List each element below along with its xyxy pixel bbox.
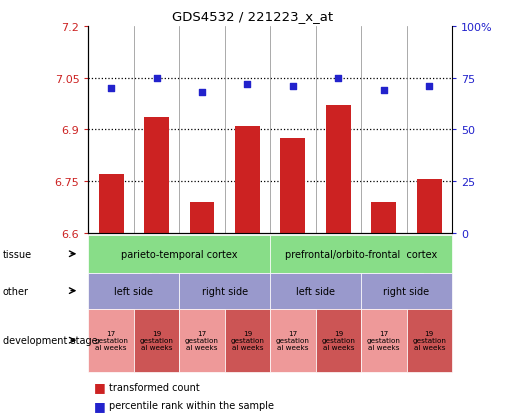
Bar: [189, 202, 215, 233]
Text: left side: left side: [114, 286, 154, 296]
Bar: [88, 27, 134, 233]
Bar: [98, 175, 124, 233]
Bar: [280, 139, 306, 233]
Bar: [134, 27, 179, 233]
Text: right side: right side: [201, 286, 248, 296]
Bar: [316, 27, 361, 233]
Bar: [179, 27, 225, 233]
Text: ■: ■: [93, 381, 105, 394]
Point: [289, 83, 297, 90]
Text: parieto-temporal cortex: parieto-temporal cortex: [121, 249, 237, 259]
Text: 17
gestation
al weeks: 17 gestation al weeks: [367, 330, 401, 350]
Text: 17
gestation
al weeks: 17 gestation al weeks: [185, 330, 219, 350]
Point: [334, 75, 342, 82]
Text: 17
gestation
al weeks: 17 gestation al weeks: [94, 330, 128, 350]
Text: left side: left side: [296, 286, 335, 296]
Bar: [417, 180, 442, 233]
Bar: [235, 127, 260, 233]
Bar: [326, 106, 351, 233]
Point: [380, 88, 388, 94]
Text: development stage: development stage: [3, 335, 97, 345]
Text: tissue: tissue: [3, 249, 32, 259]
Bar: [225, 27, 270, 233]
Text: GDS4532 / 221223_x_at: GDS4532 / 221223_x_at: [172, 10, 333, 23]
Bar: [361, 27, 407, 233]
Text: 19
gestation
al weeks: 19 gestation al weeks: [321, 330, 356, 350]
Bar: [270, 27, 316, 233]
Text: 19
gestation
al weeks: 19 gestation al weeks: [230, 330, 265, 350]
Bar: [407, 27, 452, 233]
Point: [198, 90, 206, 96]
Text: 19
gestation
al weeks: 19 gestation al weeks: [412, 330, 446, 350]
Text: prefrontal/orbito-frontal  cortex: prefrontal/orbito-frontal cortex: [285, 249, 437, 259]
Text: 19
gestation
al weeks: 19 gestation al weeks: [139, 330, 174, 350]
Bar: [371, 202, 396, 233]
Text: 17
gestation
al weeks: 17 gestation al weeks: [276, 330, 310, 350]
Point: [425, 83, 433, 90]
Point: [153, 75, 161, 82]
Point: [107, 85, 115, 92]
Bar: [144, 118, 169, 233]
Text: right side: right side: [383, 286, 430, 296]
Point: [243, 81, 251, 88]
Text: transformed count: transformed count: [109, 382, 199, 392]
Text: ■: ■: [93, 399, 105, 412]
Text: percentile rank within the sample: percentile rank within the sample: [109, 400, 274, 411]
Text: other: other: [3, 286, 28, 296]
